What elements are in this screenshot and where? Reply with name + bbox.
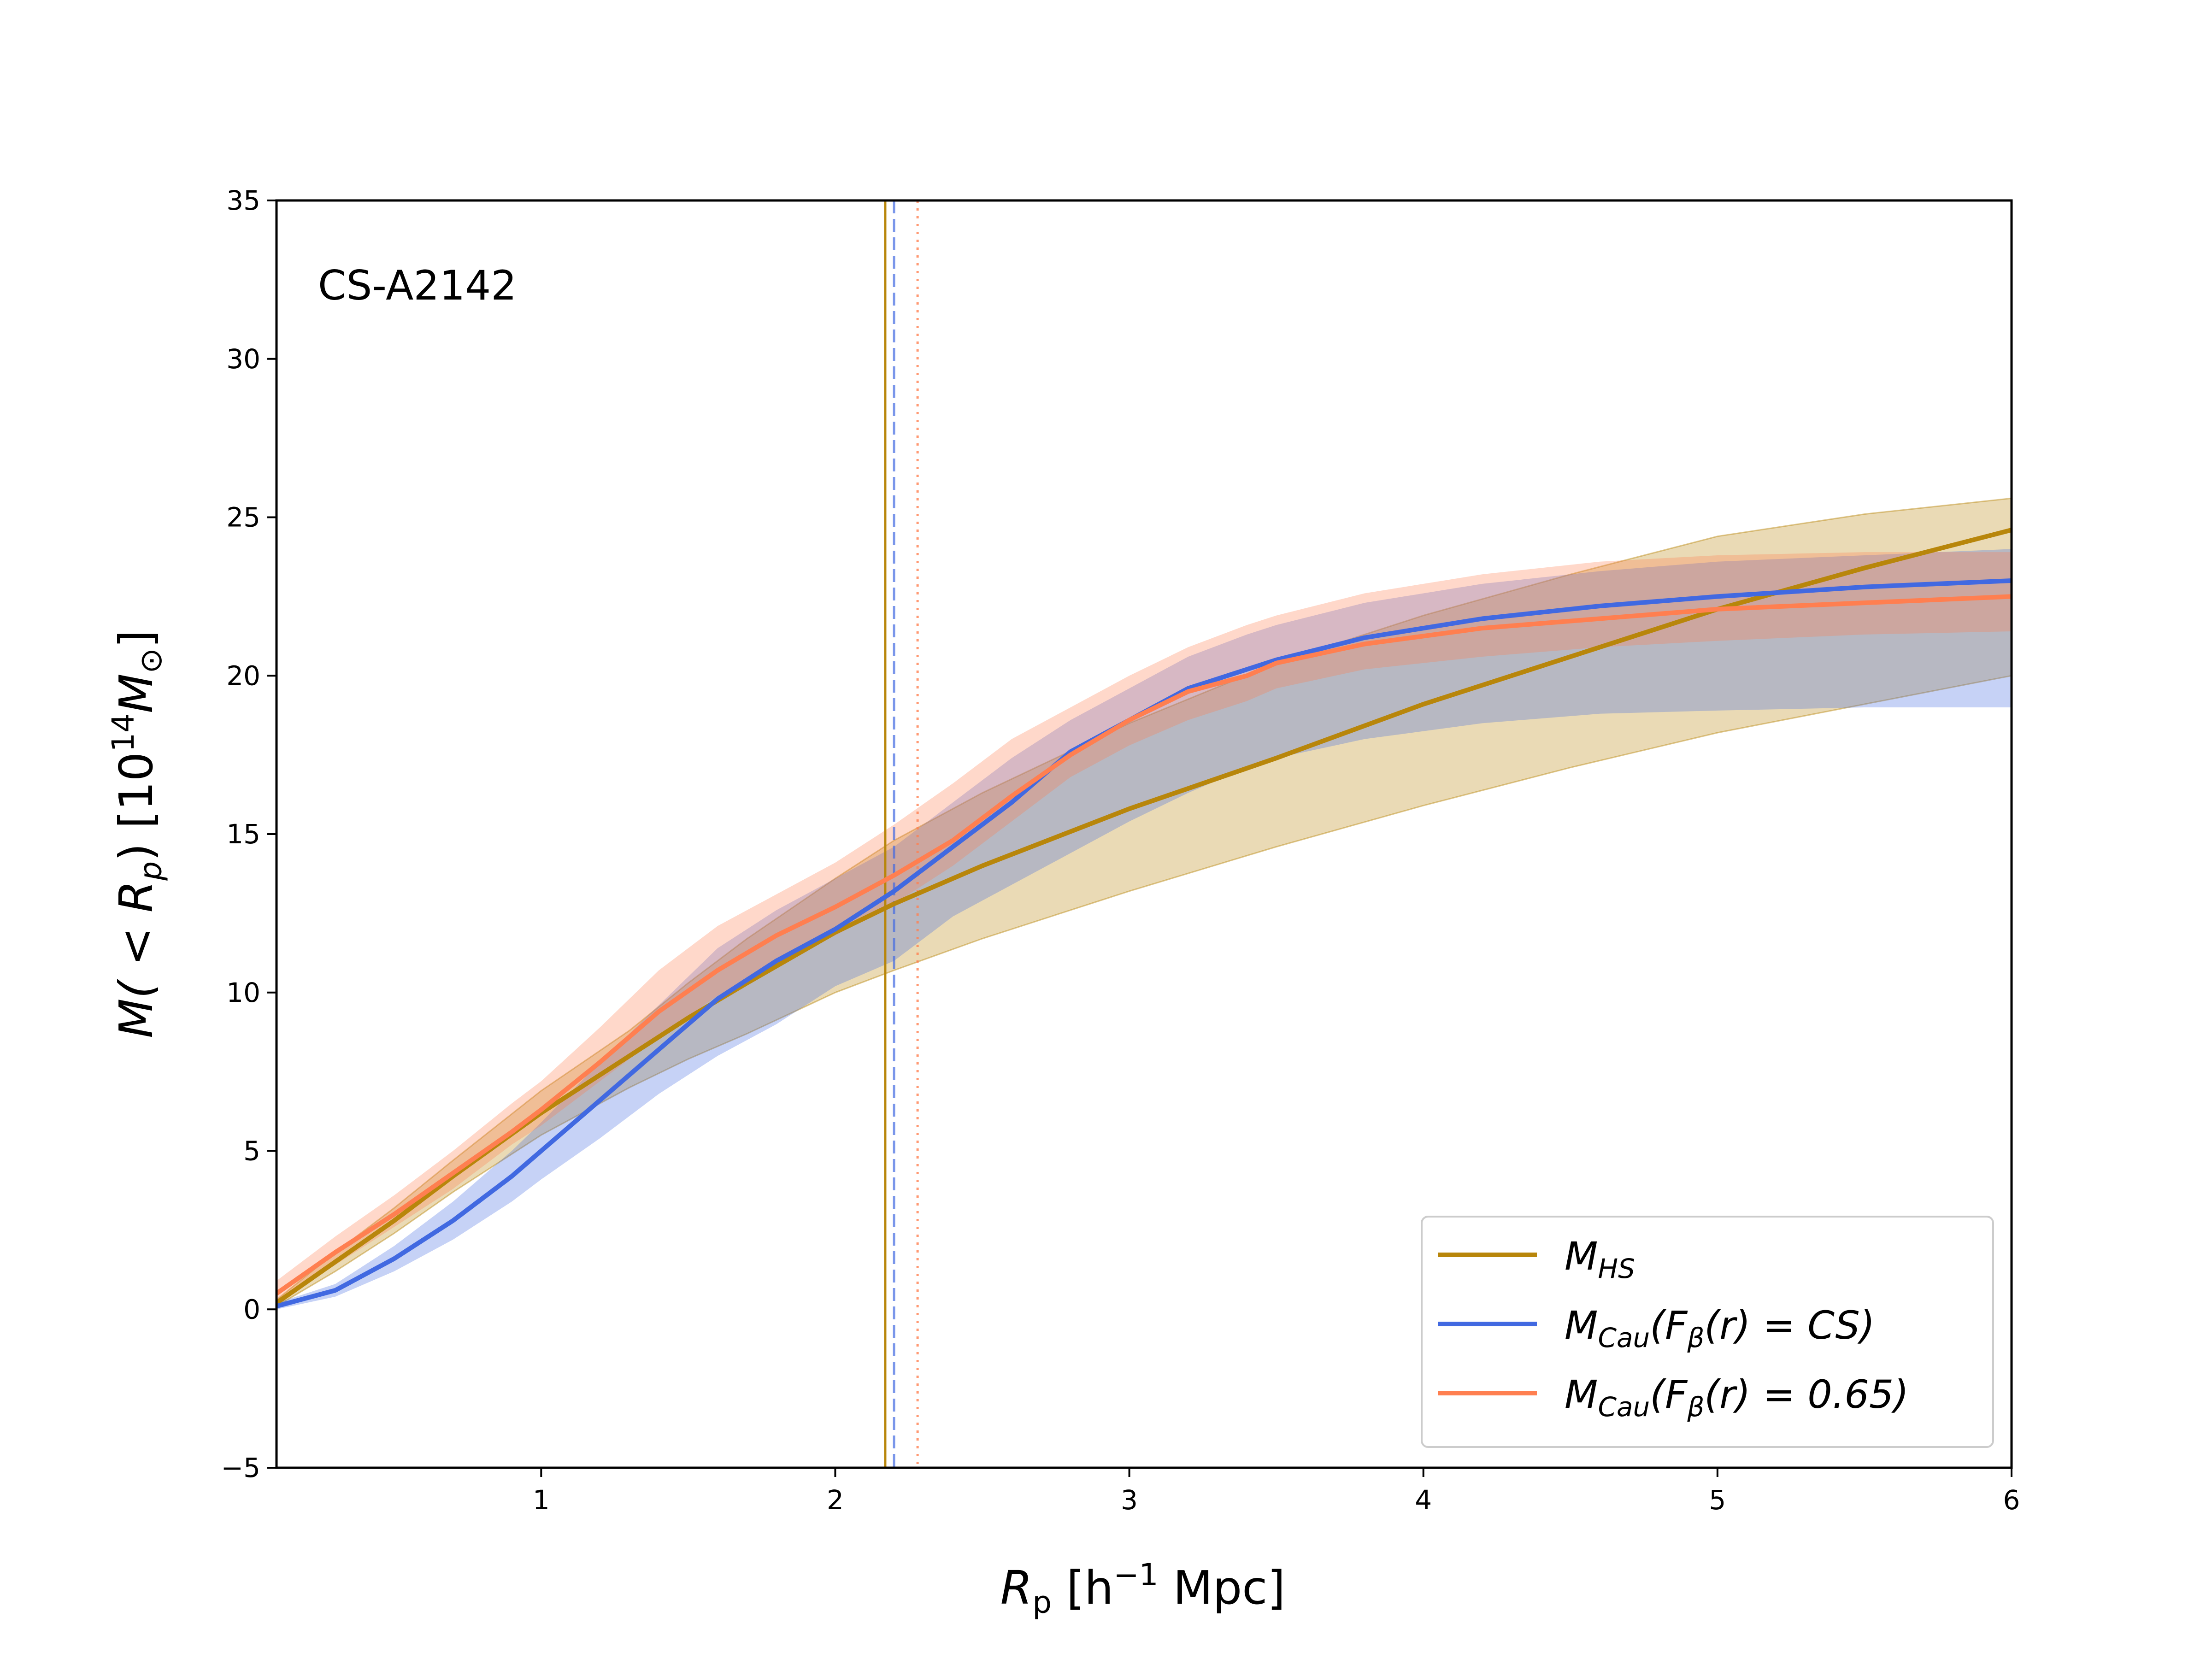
annotation-label: CS-A2142	[318, 262, 517, 309]
vertical-lines	[884, 200, 919, 1468]
band-c065	[276, 552, 2012, 1303]
legend-label-hs: MHS	[1565, 1234, 1635, 1284]
x-tick-label: 5	[1709, 1484, 1726, 1516]
x-tick-label: 1	[533, 1484, 550, 1516]
legend-box	[1421, 1216, 1994, 1448]
plot-area	[276, 200, 2012, 1468]
y-tick-label: 5	[243, 1135, 260, 1167]
x-tick-label: 4	[1415, 1484, 1432, 1516]
x-tick-label: 2	[827, 1484, 844, 1516]
y-tick-label: −5	[221, 1452, 261, 1483]
x-axis-label: Rp [h−1 Mpc]	[1000, 1557, 1285, 1620]
y-axis-ticks: −5 0 5 10 15 20 25 30 35	[221, 185, 276, 1483]
y-tick-label: 15	[226, 818, 260, 850]
y-tick-label: 0	[243, 1294, 260, 1325]
x-tick-label: 3	[1121, 1484, 1138, 1516]
y-tick-label: 25	[226, 502, 260, 533]
band-cs	[276, 549, 2012, 1310]
series-lines	[276, 528, 2012, 1309]
y-tick-label: 30	[226, 343, 260, 375]
x-tick-label: 6	[2003, 1484, 2020, 1516]
y-tick-label: 10	[226, 977, 260, 1008]
band-hs	[276, 497, 2012, 1307]
legend-label-c065: MCau(Fβ(r) = 0.65)	[1565, 1372, 1909, 1423]
confidence-bands	[276, 497, 2012, 1310]
legend: MHS MCau(Fβ(r) = CS) MCau(Fβ(r) = 0.65)	[1421, 1216, 1994, 1448]
legend-label-cs: MCau(Fβ(r) = CS)	[1565, 1303, 1875, 1353]
line-c065	[276, 594, 2012, 1295]
y-axis-label: M( < Rp) [1014M⊙]	[106, 630, 169, 1038]
y-tick-label: 35	[226, 185, 260, 216]
y-tick-label: 20	[226, 660, 260, 691]
x-axis-ticks: 1 2 3 4 5 6	[533, 1468, 2020, 1516]
line-hs	[276, 528, 2012, 1305]
line-cs	[276, 578, 2012, 1309]
